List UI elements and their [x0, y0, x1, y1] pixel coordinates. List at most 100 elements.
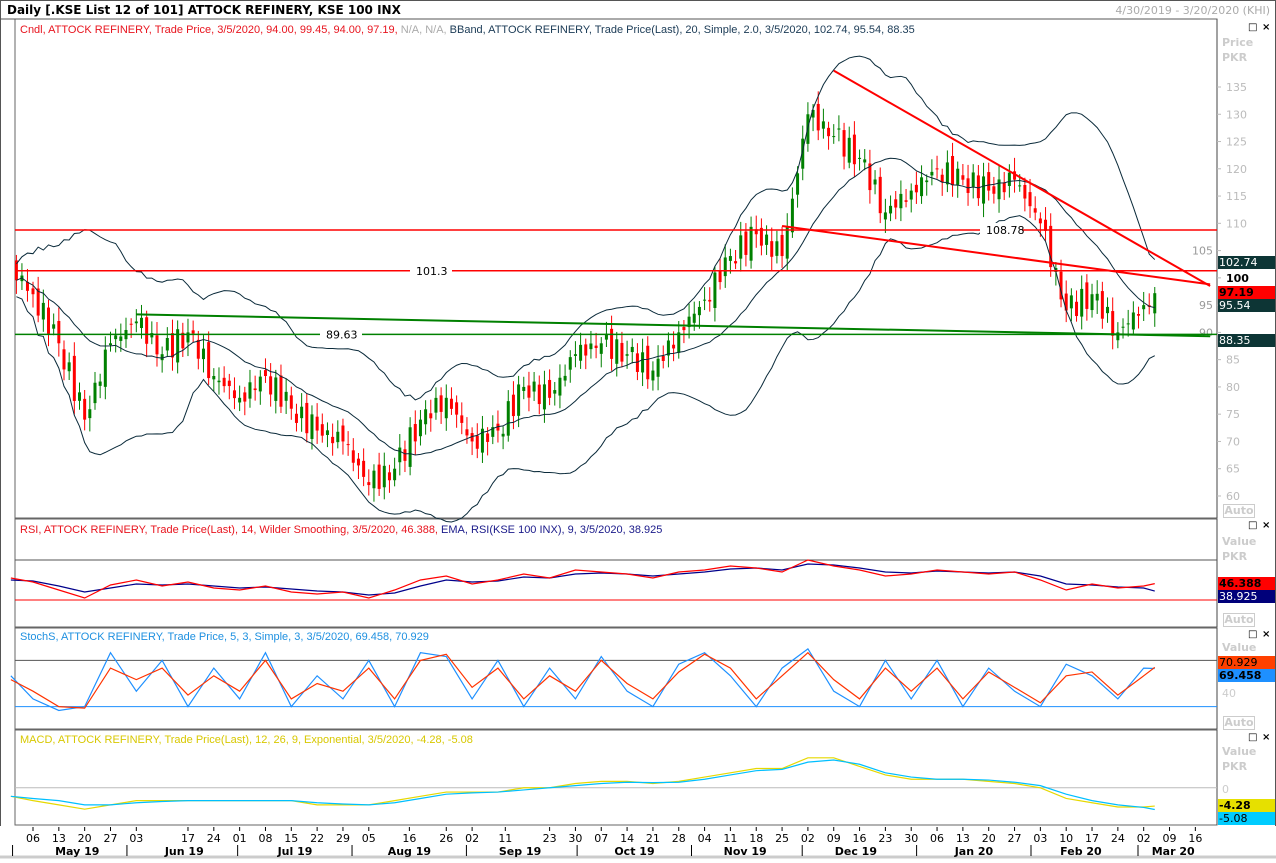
month-label: May 19 — [55, 845, 99, 858]
day-label: 05 — [362, 832, 376, 845]
candle-down — [170, 333, 174, 358]
candle-up — [77, 392, 81, 401]
price-tick-label: 90 — [1199, 326, 1213, 339]
day-label: 16 — [1188, 832, 1202, 845]
day-label: 20 — [78, 832, 92, 845]
month-label: Mar 20 — [1152, 845, 1195, 858]
candle-down — [894, 199, 898, 208]
price-tick-label: 135 — [1226, 81, 1247, 94]
candle-up — [956, 168, 960, 185]
candle-up — [1126, 323, 1130, 325]
day-label: 26 — [439, 832, 453, 845]
bb-lower-tag: 88.35 — [1218, 334, 1275, 347]
candle-down — [940, 174, 944, 183]
candle-up — [863, 159, 867, 163]
candle-up — [248, 382, 252, 399]
macd-line — [10, 757, 1155, 810]
candle-up — [604, 333, 608, 340]
candle-down — [610, 328, 614, 359]
candle-down — [966, 178, 970, 193]
candle-down — [827, 127, 831, 137]
candle-up — [1007, 172, 1011, 186]
candle-up — [418, 419, 422, 437]
candle-down — [992, 186, 996, 194]
day-label: 11 — [498, 832, 512, 845]
candle-up — [713, 272, 717, 308]
candle-up — [677, 332, 681, 353]
candle-up — [573, 354, 577, 356]
candle-up — [697, 306, 701, 316]
day-label: 23 — [543, 832, 557, 845]
candle-down — [449, 398, 453, 409]
maximize-icon[interactable]: □ — [1248, 732, 1258, 743]
maximize-icon[interactable]: □ — [1248, 22, 1258, 33]
candle-down — [584, 344, 588, 356]
candle-up — [723, 257, 727, 277]
rsi-legend: RSI, ATTOCK REFINERY, Trade Price(Last),… — [20, 524, 662, 536]
candle-up — [837, 128, 841, 130]
close-icon[interactable]: × — [1262, 520, 1271, 531]
rsi-ema-tag: 38.925 — [1218, 590, 1275, 603]
candle-down — [253, 388, 257, 391]
day-label: 17 — [181, 832, 195, 845]
candle-down — [976, 175, 980, 199]
stoch-auto-button[interactable]: Auto — [1223, 716, 1255, 730]
candle-up — [765, 234, 769, 245]
month-label: Aug 19 — [388, 845, 431, 858]
candle-up — [274, 377, 278, 401]
macd-signal-line — [10, 759, 1155, 811]
candle-down — [429, 413, 433, 419]
candle-down — [269, 376, 273, 395]
candle-down — [145, 317, 149, 344]
candle-down — [25, 281, 29, 291]
close-icon[interactable]: × — [1262, 732, 1271, 743]
candle-up — [217, 380, 221, 383]
stoch-axis-title: Value — [1222, 641, 1257, 654]
candle-down — [734, 261, 738, 264]
candle-up — [847, 137, 851, 163]
candle-up — [176, 329, 180, 363]
maximize-icon[interactable]: □ — [1248, 629, 1258, 640]
candle-up — [424, 409, 428, 425]
candle-up — [186, 332, 190, 343]
day-label: 10 — [1059, 832, 1073, 845]
candle-down — [331, 436, 335, 444]
candle-up — [1080, 288, 1084, 317]
candle-up — [873, 179, 877, 185]
day-label: 06 — [26, 832, 40, 845]
price-auto-button[interactable]: Auto — [1223, 504, 1255, 518]
candle-up — [889, 205, 893, 214]
month-label: Oct 19 — [614, 845, 654, 858]
macd-signal-tag: -5.08 — [1218, 812, 1275, 825]
candle-down — [315, 416, 319, 431]
candle-down — [439, 395, 443, 412]
candle-up — [160, 354, 164, 361]
candle-up — [393, 468, 397, 481]
candle-down — [232, 390, 236, 399]
day-label: 24 — [207, 832, 221, 845]
candle-up — [589, 343, 593, 350]
candle-down — [1044, 219, 1048, 231]
candle-up — [945, 162, 949, 185]
candle-down — [1038, 218, 1042, 224]
candle-down — [465, 429, 469, 436]
day-label: 25 — [775, 832, 789, 845]
candle-up — [930, 171, 934, 176]
candle-down — [129, 323, 133, 325]
close-icon[interactable]: × — [1262, 629, 1271, 640]
candle-up — [703, 299, 707, 301]
candle-down — [351, 450, 355, 463]
close-icon[interactable]: × — [1262, 22, 1271, 33]
na-legend: N/A, N/A, — [397, 24, 447, 36]
stoch-legend: StochS, ATTOCK REFINERY, Trade Price, 5,… — [20, 631, 429, 643]
rsi-auto-button[interactable]: Auto — [1223, 613, 1255, 627]
level-label: 101.3 — [416, 265, 448, 278]
macd-legend: MACD, ATTOCK REFINERY, Trade Price(Last)… — [20, 734, 473, 746]
candle-down — [1028, 192, 1032, 207]
candle-up — [811, 109, 815, 118]
day-label: 16 — [402, 832, 416, 845]
candle-down — [904, 200, 908, 202]
maximize-icon[interactable]: □ — [1248, 520, 1258, 531]
price-tick-label: 65 — [1226, 463, 1240, 476]
